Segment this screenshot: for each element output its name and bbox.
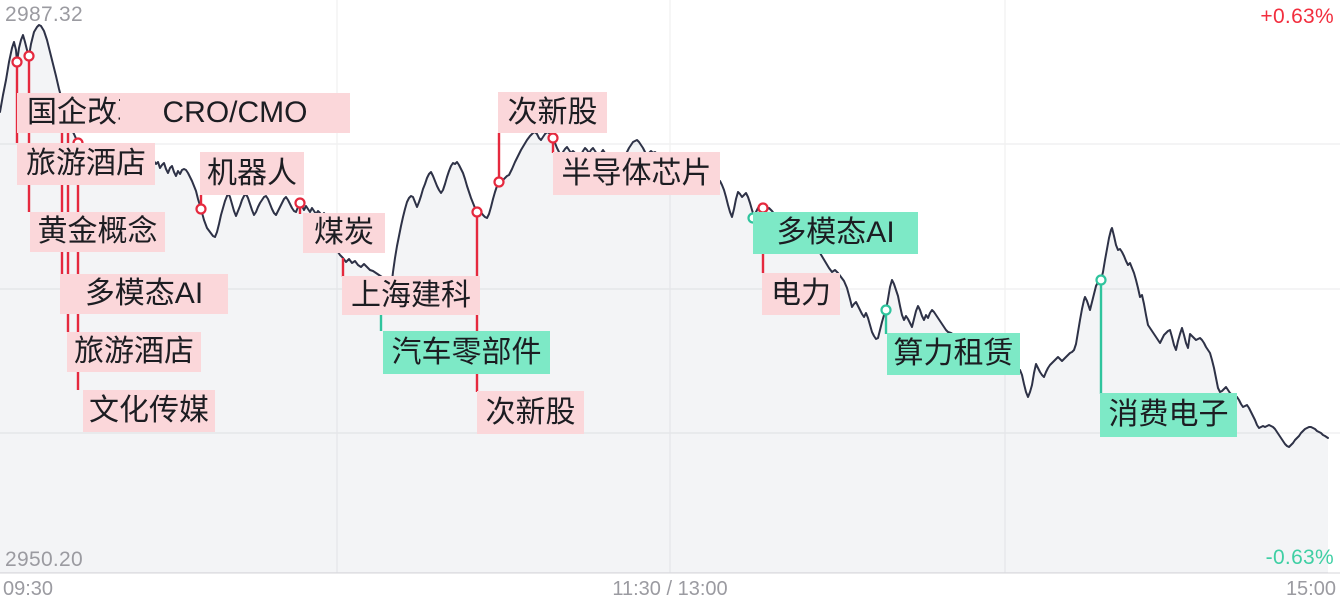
- sector-chip[interactable]: 机器人: [200, 152, 304, 195]
- sector-chip[interactable]: 次新股: [498, 92, 607, 133]
- sector-chip[interactable]: 旅游酒店: [67, 332, 201, 372]
- range-high-value: 2987.32: [5, 3, 84, 26]
- anchor-point-marker: [23, 50, 35, 62]
- sector-chip[interactable]: 旅游酒店: [17, 143, 155, 185]
- sector-chip[interactable]: CRO/CMO: [120, 93, 350, 133]
- sector-chip[interactable]: 算力租赁: [887, 333, 1020, 375]
- sector-chip[interactable]: 半导体芯片: [553, 152, 720, 195]
- anchor-point-marker: [195, 203, 207, 215]
- anchor-point-marker: [11, 56, 23, 68]
- sector-chip[interactable]: 汽车零部件: [383, 331, 550, 374]
- range-low-value: 2950.20: [5, 548, 84, 571]
- time-tick-open: 09:30: [3, 578, 54, 600]
- anchor-point-marker: [1095, 274, 1107, 286]
- percent-up-value: +0.63%: [1260, 5, 1334, 28]
- sector-chip[interactable]: 上海建科: [342, 276, 480, 315]
- anchor-point-marker: [471, 206, 483, 218]
- sector-chip[interactable]: 次新股: [477, 391, 584, 434]
- percent-down-value: -0.63%: [1265, 546, 1334, 569]
- anchor-point-marker: [493, 176, 505, 188]
- sector-chip[interactable]: 消费电子: [1100, 393, 1237, 437]
- sector-chip[interactable]: 电力: [762, 273, 840, 315]
- time-tick-close: 15:00: [1285, 578, 1336, 600]
- sector-chip[interactable]: 多模态AI: [60, 274, 228, 314]
- anchor-point-marker: [880, 304, 892, 316]
- time-tick-midday: 11:30 / 13:00: [612, 578, 728, 600]
- sector-chip[interactable]: 国企改革: [17, 93, 133, 133]
- anchor-point-marker: [547, 132, 559, 144]
- sector-chip[interactable]: 文化传媒: [83, 390, 215, 432]
- sector-chip[interactable]: 多模态AI: [753, 212, 918, 254]
- sector-chip[interactable]: 黄金概念: [30, 212, 165, 252]
- sector-chip[interactable]: 煤炭: [303, 213, 385, 253]
- price-area-fill: [0, 25, 1328, 573]
- anchor-point-marker: [294, 197, 306, 209]
